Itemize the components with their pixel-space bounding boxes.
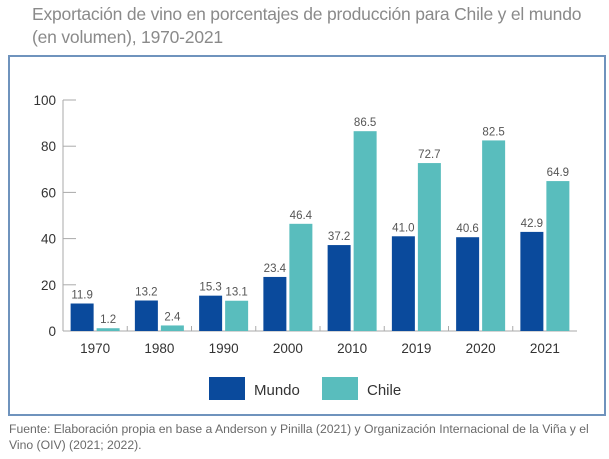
bar-mundo [134, 300, 158, 331]
data-label-mundo: 13.2 [135, 287, 157, 299]
data-label-mundo: 11.9 [71, 290, 93, 302]
data-label-chile: 86.5 [354, 117, 376, 129]
bar-chile [160, 325, 184, 331]
x-tick-label: 2019 [401, 341, 431, 356]
bar-mundo [391, 236, 415, 331]
bar-mundo [70, 303, 94, 331]
legend-label-chile: Chile [367, 382, 401, 399]
bar-chile [96, 328, 120, 331]
y-tick-label: 100 [33, 93, 56, 108]
data-label-mundo: 23.4 [264, 263, 287, 275]
bar-chile [353, 131, 377, 331]
data-label-chile: 64.9 [547, 167, 569, 179]
chart-title: Exportación de vino en porcentajes de pr… [32, 4, 582, 47]
legend: Mundo Chile [209, 377, 401, 400]
data-label-mundo: 40.6 [456, 223, 478, 235]
data-label-chile: 82.5 [482, 126, 504, 138]
source-note: Fuente: Elaboración propia en base a And… [9, 422, 589, 452]
bar-mundo [199, 295, 223, 331]
bar-mundo [327, 245, 351, 331]
x-tick-label: 2010 [337, 341, 367, 356]
data-label-mundo: 37.2 [328, 231, 350, 243]
data-label-mundo: 42.9 [521, 218, 543, 230]
legend-swatch-mundo [209, 377, 245, 400]
bar-mundo [263, 276, 287, 331]
bar-chile [225, 300, 249, 331]
y-tick-label: 60 [41, 185, 56, 200]
x-tick-label: 1990 [209, 341, 239, 356]
bar-chile [289, 223, 313, 331]
x-tick-label: 1980 [144, 341, 174, 356]
y-tick-label: 20 [41, 278, 56, 293]
bar-mundo [456, 237, 480, 331]
labels-layer: 1970 11.9 1.2 1980 13.2 2.4 1990 15.3 13.1 2000 23… [71, 117, 569, 356]
legend-swatch-chile [322, 377, 358, 400]
x-tick-label: 2000 [273, 341, 303, 356]
bar-chile [482, 140, 506, 331]
y-tick-label: 40 [41, 232, 56, 247]
x-tick-label: 2021 [530, 341, 560, 356]
x-tick-label: 1970 [80, 341, 110, 356]
x-tick-label: 2020 [466, 341, 496, 356]
y-tick-label: 80 [41, 139, 56, 154]
data-label-chile: 1.2 [100, 314, 116, 326]
data-label-chile: 2.4 [164, 311, 181, 323]
data-label-chile: 72.7 [418, 149, 440, 161]
data-label-chile: 46.4 [290, 210, 313, 222]
data-label-chile: 13.1 [225, 287, 247, 299]
bar-mundo [520, 231, 544, 331]
legend-label-mundo: Mundo [254, 382, 300, 399]
y-tick-label: 0 [48, 324, 56, 339]
bars-layer [70, 131, 570, 331]
bar-chile [546, 181, 570, 331]
data-label-mundo: 41.0 [392, 222, 414, 234]
data-label-mundo: 15.3 [199, 282, 221, 294]
bar-chile [417, 163, 441, 331]
